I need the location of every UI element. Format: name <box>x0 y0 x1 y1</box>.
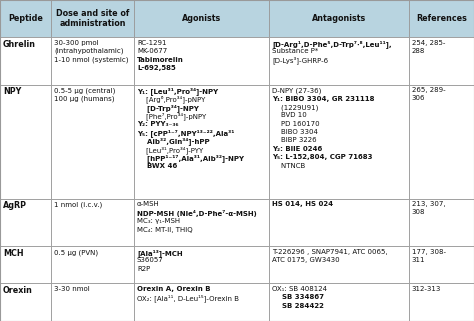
Text: OX₁: SB 408124: OX₁: SB 408124 <box>272 286 327 292</box>
Text: L-692,585: L-692,585 <box>137 65 176 71</box>
Bar <box>134 84 269 199</box>
Text: [D-Lys³]-GHRP-6: [D-Lys³]-GHRP-6 <box>272 56 328 64</box>
Bar <box>0 283 51 321</box>
Bar <box>51 246 134 283</box>
Text: R2P: R2P <box>137 266 150 272</box>
Text: [Phe⁷,Pro³⁴]-pNPY: [Phe⁷,Pro³⁴]-pNPY <box>137 112 206 120</box>
Text: Tabimorelin: Tabimorelin <box>137 56 184 63</box>
Bar <box>51 199 134 246</box>
Text: 177, 308-
311: 177, 308- 311 <box>412 249 446 263</box>
Bar <box>134 37 269 84</box>
Bar <box>269 37 409 84</box>
Text: D-NPY (27-36): D-NPY (27-36) <box>272 87 321 94</box>
Text: SB 334867: SB 334867 <box>272 294 324 300</box>
Text: OX₂: [Ala¹¹, D-Leu¹⁵]-Orexin B: OX₂: [Ala¹¹, D-Leu¹⁵]-Orexin B <box>137 294 239 302</box>
Text: BIBP 3226: BIBP 3226 <box>272 137 317 143</box>
Bar <box>0 84 51 199</box>
Text: 3-30 nmol: 3-30 nmol <box>54 286 90 292</box>
Text: (1229U91): (1229U91) <box>272 104 319 111</box>
Text: 254, 285-
288: 254, 285- 288 <box>412 40 445 54</box>
Text: [D-Arg¹,D-Phe⁵,D-Trp⁷⋅⁸,Leu¹¹],: [D-Arg¹,D-Phe⁵,D-Trp⁷⋅⁸,Leu¹¹], <box>272 40 392 48</box>
Bar <box>409 0 474 37</box>
Text: Y₁: BIBO 3304, GR 231118: Y₁: BIBO 3304, GR 231118 <box>272 96 374 102</box>
Bar <box>134 199 269 246</box>
Text: BVD 10: BVD 10 <box>272 112 307 118</box>
Text: [Ala¹³]-MCH: [Ala¹³]-MCH <box>137 249 182 257</box>
Bar <box>134 283 269 321</box>
Bar <box>0 246 51 283</box>
Text: Y₂: BIIE 0246: Y₂: BIIE 0246 <box>272 146 322 152</box>
Text: MC₃: γ₁-MSH: MC₃: γ₁-MSH <box>137 218 180 224</box>
Text: Orexin: Orexin <box>3 286 33 295</box>
Bar <box>134 246 269 283</box>
Text: Y₅: L-152,804, CGP 71683: Y₅: L-152,804, CGP 71683 <box>272 154 373 160</box>
Bar <box>269 246 409 283</box>
Text: NPY: NPY <box>3 87 21 96</box>
Text: Orexin A, Orexin B: Orexin A, Orexin B <box>137 286 210 292</box>
Text: [Leu³¹,Pro³⁴]-PYY: [Leu³¹,Pro³⁴]-PYY <box>137 146 203 153</box>
Text: 213, 307,
308: 213, 307, 308 <box>412 202 446 215</box>
Text: [hPP¹⁻¹⁷,Ala³¹,Aib³²]-NPY: [hPP¹⁻¹⁷,Ala³¹,Aib³²]-NPY <box>137 154 244 162</box>
Text: 0.5 μg (PVN): 0.5 μg (PVN) <box>54 249 98 256</box>
Bar <box>134 0 269 37</box>
Bar <box>409 283 474 321</box>
Text: Substance P*: Substance P* <box>272 48 319 54</box>
Text: BIBO 3304: BIBO 3304 <box>272 129 318 135</box>
Bar <box>51 84 134 199</box>
Text: [Arg⁶,Pro³⁴]-pNPY: [Arg⁶,Pro³⁴]-pNPY <box>137 96 205 103</box>
Text: NDP-MSH (Nle⁴,D-Phe⁷-α-MSH): NDP-MSH (Nle⁴,D-Phe⁷-α-MSH) <box>137 210 257 217</box>
Text: Y₂: PYY₃₋₃₆: Y₂: PYY₃₋₃₆ <box>137 121 179 127</box>
Text: [D-Trp³⁴]-NPY: [D-Trp³⁴]-NPY <box>137 104 199 112</box>
Text: 0.5-5 μg (central)
100 μg (humans): 0.5-5 μg (central) 100 μg (humans) <box>54 87 115 102</box>
Text: Peptide: Peptide <box>8 14 43 23</box>
Text: Y₅: [cPP¹⁻⁷,NPY¹³⁻²²,Ala³¹: Y₅: [cPP¹⁻⁷,NPY¹³⁻²²,Ala³¹ <box>137 129 234 137</box>
Text: S36057: S36057 <box>137 257 164 263</box>
Bar <box>269 0 409 37</box>
Text: BWX 46: BWX 46 <box>137 162 177 169</box>
Bar <box>0 0 51 37</box>
Bar <box>409 84 474 199</box>
Bar <box>269 84 409 199</box>
Bar <box>409 37 474 84</box>
Text: T-226296 , SNAP7941, ATC 0065,: T-226296 , SNAP7941, ATC 0065, <box>272 249 388 255</box>
Bar <box>51 37 134 84</box>
Text: Antagonists: Antagonists <box>312 14 366 23</box>
Bar <box>269 199 409 246</box>
Text: ATC 0175, GW3430: ATC 0175, GW3430 <box>272 257 340 263</box>
Text: MC₄: MT-II, THIQ: MC₄: MT-II, THIQ <box>137 227 192 232</box>
Text: Ghrelin: Ghrelin <box>3 40 36 49</box>
Text: Dose and site of
administration: Dose and site of administration <box>56 9 129 28</box>
Text: Aib³²,Gln³⁴]-hPP: Aib³²,Gln³⁴]-hPP <box>137 137 210 145</box>
Bar <box>269 283 409 321</box>
Text: NTNCB: NTNCB <box>272 162 305 169</box>
Text: 312-313: 312-313 <box>412 286 441 292</box>
Text: Y₁: [Leu³¹,Pro³⁴]-NPY: Y₁: [Leu³¹,Pro³⁴]-NPY <box>137 87 218 95</box>
Text: 265, 289-
306: 265, 289- 306 <box>412 87 446 101</box>
Text: HS 014, HS 024: HS 014, HS 024 <box>272 202 333 207</box>
Text: 1 nmol (i.c.v.): 1 nmol (i.c.v.) <box>54 202 102 208</box>
Text: PD 160170: PD 160170 <box>272 121 319 127</box>
Text: AgRP: AgRP <box>3 202 27 211</box>
Text: SB 284422: SB 284422 <box>272 303 324 309</box>
Text: MK-0677: MK-0677 <box>137 48 167 54</box>
Text: MCH: MCH <box>3 249 24 258</box>
Bar <box>0 199 51 246</box>
Text: RC-1291: RC-1291 <box>137 40 166 46</box>
Bar <box>409 246 474 283</box>
Bar <box>409 199 474 246</box>
Text: References: References <box>416 14 467 23</box>
Bar <box>51 0 134 37</box>
Text: α-MSH: α-MSH <box>137 202 160 207</box>
Text: 30-300 pmol
(intrahypothalamic)
1-10 nmol (systemic): 30-300 pmol (intrahypothalamic) 1-10 nmo… <box>54 40 128 63</box>
Bar <box>51 283 134 321</box>
Text: Agonists: Agonists <box>182 14 221 23</box>
Bar <box>0 37 51 84</box>
